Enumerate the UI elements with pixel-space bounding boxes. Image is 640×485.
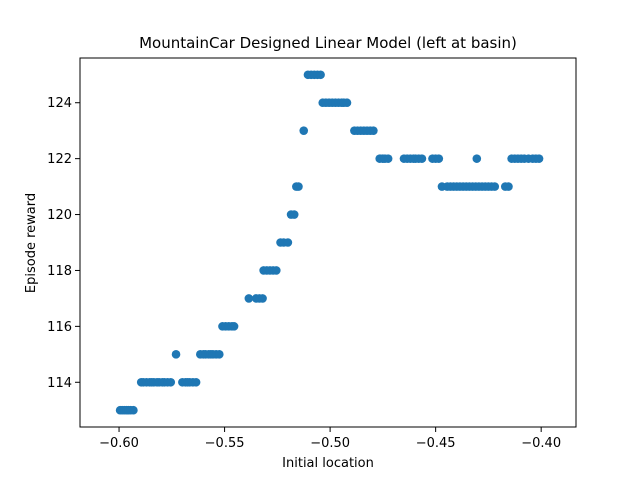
data-point bbox=[383, 154, 393, 163]
x-axis-label: Initial location bbox=[282, 456, 374, 471]
x-tick-label: −0.40 bbox=[521, 436, 561, 451]
y-axis-label: Episode reward bbox=[24, 193, 39, 293]
data-point bbox=[289, 210, 299, 219]
data-point bbox=[299, 126, 309, 135]
data-point bbox=[271, 266, 281, 275]
data-point bbox=[129, 405, 138, 415]
x-axis-ticks: −0.60 −0.55 −0.50 −0.45 −0.40 bbox=[99, 427, 561, 451]
x-tick-label: −0.60 bbox=[99, 436, 139, 451]
data-point bbox=[258, 294, 267, 303]
data-point bbox=[472, 154, 482, 163]
y-tick-label: 124 bbox=[47, 96, 72, 111]
data-point bbox=[504, 182, 513, 191]
y-tick-label: 122 bbox=[47, 152, 72, 167]
data-point bbox=[417, 154, 427, 163]
y-tick-label: 116 bbox=[47, 320, 72, 335]
plot-area-frame bbox=[79, 57, 577, 428]
x-tick-label: −0.50 bbox=[310, 436, 350, 451]
data-point bbox=[171, 350, 181, 359]
data-point bbox=[215, 350, 224, 359]
chart-title: MountainCar Designed Linear Model (left … bbox=[139, 34, 517, 52]
x-tick-label: −0.45 bbox=[416, 436, 456, 451]
data-point bbox=[229, 322, 239, 331]
y-tick-label: 118 bbox=[47, 264, 72, 279]
data-point bbox=[294, 182, 303, 191]
data-point bbox=[283, 238, 293, 247]
data-point bbox=[534, 154, 544, 163]
y-tick-label: 114 bbox=[47, 376, 72, 391]
y-tick-label: 120 bbox=[47, 208, 72, 223]
data-point bbox=[316, 70, 325, 80]
data-point bbox=[191, 377, 201, 387]
data-point bbox=[434, 154, 444, 163]
data-point bbox=[369, 126, 378, 135]
x-tick-label: −0.55 bbox=[205, 436, 245, 451]
data-point bbox=[244, 294, 254, 303]
data-point bbox=[342, 98, 352, 108]
data-point bbox=[166, 377, 176, 387]
data-point bbox=[490, 182, 500, 191]
data-points bbox=[115, 70, 544, 415]
y-axis-ticks: 114 116 118 120 122 124 bbox=[47, 96, 80, 391]
